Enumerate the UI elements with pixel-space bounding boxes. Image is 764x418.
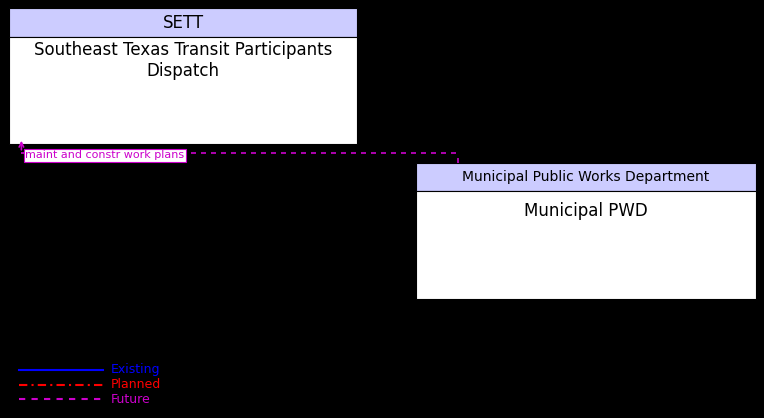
Text: Future: Future	[111, 393, 151, 406]
Text: SETT: SETT	[163, 13, 203, 32]
Bar	[9, 37, 357, 144]
Text: Municipal Public Works Department: Municipal Public Works Department	[462, 170, 709, 184]
Text: Southeast Texas Transit Participants
Dispatch: Southeast Texas Transit Participants Dis…	[34, 41, 332, 80]
Bar	[416, 163, 756, 191]
Text: maint and constr work plans: maint and constr work plans	[25, 150, 184, 161]
Text: Municipal PWD: Municipal PWD	[524, 202, 647, 220]
Bar	[416, 191, 756, 299]
Bar	[9, 8, 357, 37]
Text: Existing: Existing	[111, 363, 160, 377]
Text: Planned: Planned	[111, 378, 161, 391]
